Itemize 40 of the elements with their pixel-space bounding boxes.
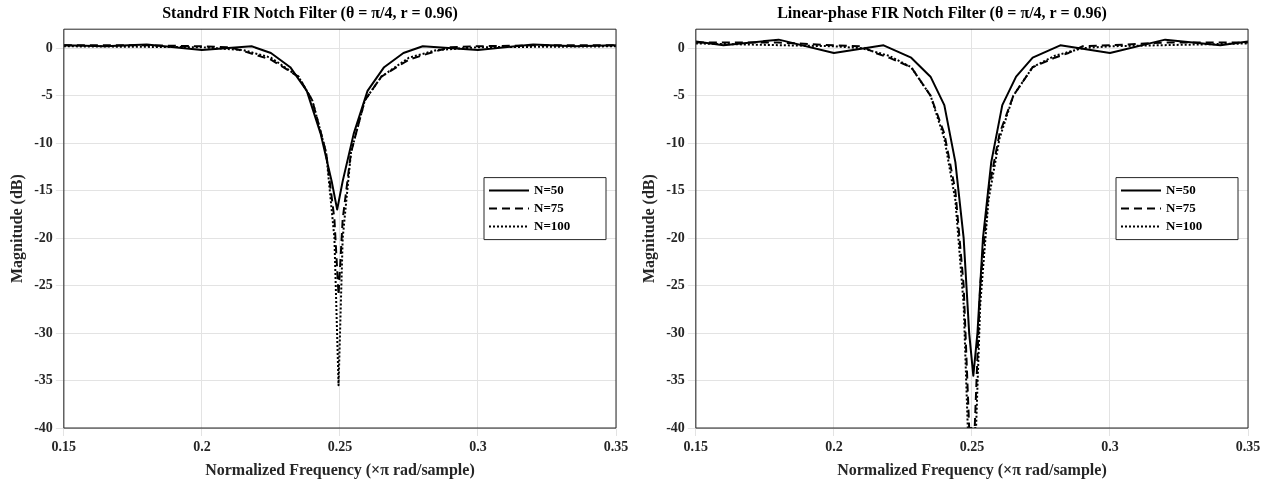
x-tick-label: 0.25	[959, 439, 985, 455]
legend-label: N=100	[534, 217, 571, 233]
y-tick-label: -20	[666, 229, 685, 245]
y-tick-label: 0	[45, 39, 53, 55]
legend-label: N=75	[1166, 199, 1197, 215]
x-tick-label: 0.3	[469, 439, 487, 455]
y-tick-label: -20	[34, 229, 53, 245]
y-tick-label: -5	[673, 87, 685, 103]
y-tick-label: -30	[34, 324, 53, 340]
y-tick-label: -40	[34, 419, 53, 435]
y-tick-label: -35	[34, 372, 53, 388]
x-tick-label: 0.15	[683, 439, 709, 455]
x-axis-title: Normalized Frequency (×π rad/sample)	[205, 460, 475, 479]
x-tick-label: 0.3	[1101, 439, 1119, 455]
legend-label: N=50	[534, 181, 564, 197]
legend-label: N=75	[534, 199, 565, 215]
y-tick-label: -15	[666, 182, 685, 198]
y-tick-label: -35	[666, 372, 685, 388]
y-axis-title: Magnitude (dB)	[7, 174, 26, 284]
y-tick-label: -25	[34, 277, 53, 293]
y-axis-title: Magnitude (dB)	[639, 174, 658, 284]
x-tick-label: 0.35	[1235, 439, 1261, 455]
x-tick-label: 0.2	[193, 439, 211, 455]
x-axis-title: Normalized Frequency (×π rad/sample)	[837, 460, 1107, 479]
chart-title: Linear-phase FIR Notch Filter (θ = π/4, r = 0.96)	[777, 3, 1107, 22]
x-tick-label: 0.2	[825, 439, 843, 455]
y-tick-label: -5	[41, 87, 53, 103]
y-tick-label: -25	[666, 277, 685, 293]
y-tick-label: -15	[34, 182, 53, 198]
x-tick-label: 0.35	[603, 439, 629, 455]
y-tick-label: -10	[666, 134, 685, 150]
y-tick-label: -40	[666, 419, 685, 435]
legend-label: N=50	[1166, 181, 1196, 197]
x-tick-label: 0.15	[51, 439, 77, 455]
y-tick-label: -10	[34, 134, 53, 150]
chart-title: Standrd FIR Notch Filter (θ = π/4, r = 0.96)	[162, 3, 458, 22]
x-tick-label: 0.25	[327, 439, 353, 455]
legend-label: N=100	[1166, 217, 1203, 233]
y-tick-label: 0	[677, 39, 685, 55]
y-tick-label: -30	[666, 324, 685, 340]
